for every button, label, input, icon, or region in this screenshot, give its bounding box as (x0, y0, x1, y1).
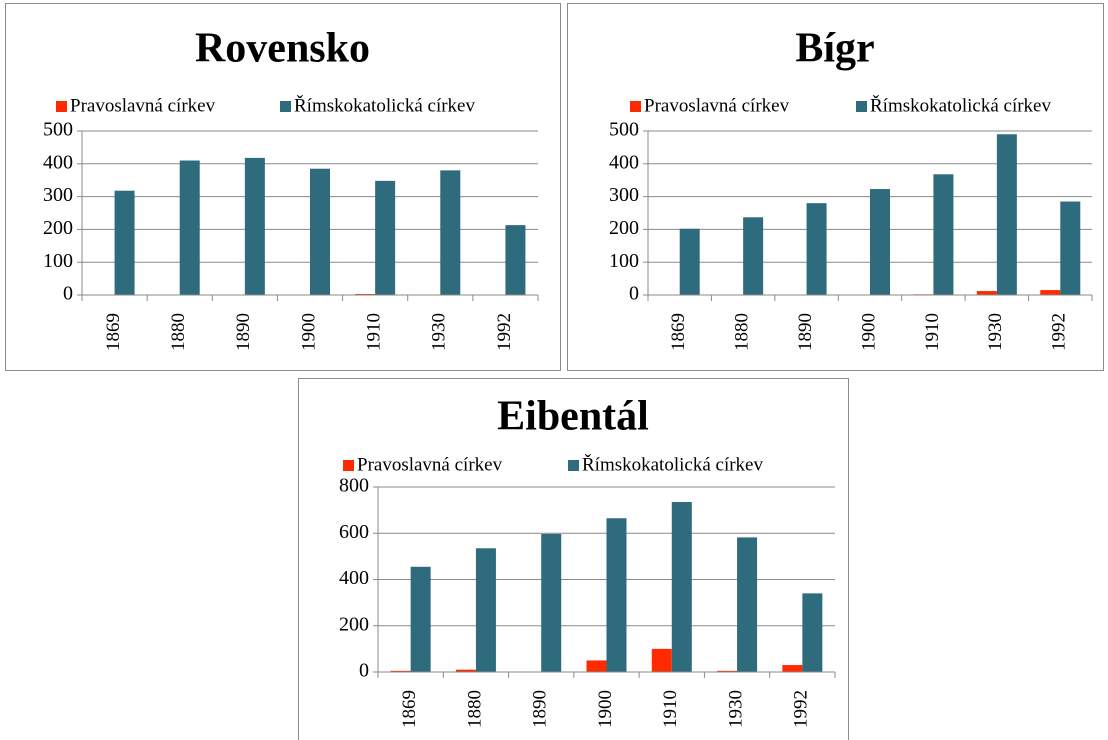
legend-label: Římskokatolická církev (582, 453, 763, 475)
x-tick-label: 1930 (725, 690, 746, 728)
legend-swatch (56, 101, 67, 112)
x-tick-label: 1992 (791, 690, 812, 728)
bar (933, 174, 954, 295)
chart-title: Eibentál (497, 394, 649, 440)
x-tick-label: 1930 (985, 313, 1006, 351)
legend-label: Pravoslavná církev (644, 95, 790, 116)
bar (671, 502, 692, 672)
x-tick-label: 1880 (464, 690, 485, 728)
x-tick-label: 1880 (732, 313, 753, 351)
bar (743, 217, 764, 295)
bar (1040, 290, 1061, 295)
bar (806, 203, 827, 295)
y-tick-label: 0 (359, 660, 369, 682)
bar (651, 648, 672, 672)
bar (310, 168, 330, 295)
x-tick-label: 1930 (429, 313, 450, 351)
legend-swatch (856, 101, 867, 112)
legend-swatch (568, 460, 579, 471)
bar (679, 228, 700, 295)
y-tick-label: 400 (43, 151, 73, 173)
x-tick-label: 1910 (660, 690, 681, 728)
y-tick-label: 100 (609, 250, 639, 272)
bar (114, 190, 135, 295)
chart-title: Rovensko (195, 26, 370, 72)
chart-frame (5, 3, 561, 371)
x-tick-label: 1890 (795, 313, 816, 351)
legend-swatch (630, 101, 641, 112)
y-tick-label: 100 (43, 250, 73, 272)
x-tick-label: 1890 (233, 313, 254, 351)
y-tick-label: 400 (339, 567, 369, 589)
bar (782, 665, 803, 672)
chart-title: Bígr (795, 26, 874, 72)
bar (390, 670, 411, 672)
y-tick-label: 0 (629, 283, 639, 305)
x-tick-label: 1869 (103, 313, 124, 351)
bar (606, 518, 627, 672)
y-tick-label: 300 (609, 184, 639, 206)
x-tick-label: 1900 (595, 690, 616, 728)
legend-swatch (280, 101, 291, 112)
y-tick-label: 200 (339, 613, 369, 635)
bar (475, 548, 496, 672)
bar (976, 291, 997, 295)
bar (737, 537, 758, 672)
bar (541, 533, 562, 672)
bar (1060, 201, 1081, 295)
legend-label: Pravoslavná církev (357, 454, 503, 475)
bar (410, 566, 431, 672)
y-tick-label: 500 (609, 119, 639, 141)
legend-label: Římskokatolická církev (294, 94, 475, 116)
y-tick-label: 200 (609, 217, 639, 239)
x-tick-label: 1910 (364, 313, 385, 351)
bar (179, 160, 200, 295)
bar (996, 134, 1017, 295)
bar (375, 180, 396, 295)
x-tick-label: 1900 (858, 313, 879, 351)
y-tick-label: 400 (609, 151, 639, 173)
y-tick-label: 200 (43, 217, 73, 239)
legend-label: Římskokatolická církev (870, 94, 1051, 116)
legend-swatch (343, 460, 354, 471)
legend-label: Pravoslavná církev (70, 95, 216, 116)
y-tick-label: 800 (339, 475, 369, 497)
x-tick-label: 1869 (399, 690, 420, 728)
bar (870, 189, 890, 295)
y-tick-label: 500 (43, 119, 73, 141)
x-tick-label: 1880 (168, 313, 189, 351)
bar (440, 170, 461, 295)
bar (244, 157, 265, 295)
bar (802, 593, 823, 672)
x-tick-label: 1900 (298, 313, 319, 351)
x-tick-label: 1890 (530, 690, 551, 728)
x-tick-label: 1910 (922, 313, 943, 351)
bar (717, 670, 738, 672)
bar (586, 660, 607, 672)
x-tick-label: 1992 (494, 313, 515, 351)
y-tick-label: 300 (43, 184, 73, 206)
x-tick-label: 1869 (668, 313, 689, 351)
y-tick-label: 600 (339, 521, 369, 543)
bar (505, 225, 526, 295)
bar (455, 669, 476, 672)
y-tick-label: 0 (63, 283, 73, 305)
x-tick-label: 1992 (1049, 313, 1070, 351)
